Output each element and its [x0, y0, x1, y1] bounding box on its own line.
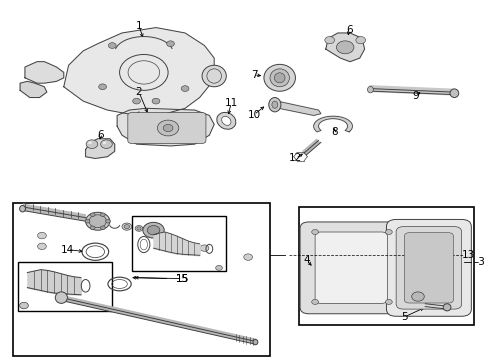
- Text: 15: 15: [176, 274, 189, 284]
- Ellipse shape: [20, 206, 25, 212]
- Circle shape: [89, 215, 106, 228]
- Bar: [18, 262, 112, 311]
- Text: 6: 6: [97, 130, 103, 140]
- Circle shape: [122, 223, 131, 230]
- Circle shape: [311, 300, 318, 305]
- Bar: [131, 216, 226, 271]
- Text: 9: 9: [411, 91, 418, 101]
- Circle shape: [102, 141, 106, 144]
- Text: 13: 13: [461, 250, 474, 260]
- Circle shape: [166, 41, 174, 46]
- Circle shape: [38, 232, 46, 239]
- Ellipse shape: [252, 339, 257, 345]
- Circle shape: [385, 229, 391, 234]
- Circle shape: [101, 140, 112, 148]
- Circle shape: [142, 222, 164, 238]
- Ellipse shape: [264, 64, 295, 91]
- Circle shape: [132, 98, 140, 104]
- Polygon shape: [25, 62, 63, 83]
- Text: 10: 10: [247, 110, 260, 120]
- Circle shape: [105, 220, 110, 223]
- Ellipse shape: [274, 73, 285, 83]
- Text: 1: 1: [135, 21, 142, 31]
- Circle shape: [385, 300, 391, 305]
- Circle shape: [100, 226, 105, 230]
- Circle shape: [411, 292, 424, 301]
- Circle shape: [336, 41, 353, 54]
- Polygon shape: [20, 81, 47, 98]
- Text: 15: 15: [176, 274, 189, 284]
- Ellipse shape: [367, 86, 372, 93]
- Text: 6: 6: [345, 25, 352, 35]
- Polygon shape: [325, 33, 364, 62]
- FancyBboxPatch shape: [404, 233, 452, 303]
- Circle shape: [124, 225, 129, 229]
- Text: 11: 11: [224, 98, 237, 108]
- Circle shape: [324, 37, 334, 44]
- Text: 2: 2: [135, 87, 142, 97]
- Bar: [299, 207, 473, 325]
- Circle shape: [38, 243, 46, 249]
- Circle shape: [137, 227, 141, 230]
- Ellipse shape: [269, 69, 289, 87]
- Circle shape: [163, 125, 173, 132]
- Circle shape: [86, 140, 98, 148]
- Text: –3: –3: [473, 257, 485, 267]
- Circle shape: [181, 86, 188, 91]
- Circle shape: [135, 226, 142, 231]
- Circle shape: [244, 254, 252, 260]
- FancyBboxPatch shape: [300, 222, 402, 314]
- Text: 14: 14: [61, 244, 74, 255]
- Circle shape: [215, 265, 222, 270]
- Polygon shape: [117, 108, 214, 146]
- Text: 7: 7: [250, 70, 257, 80]
- Circle shape: [157, 120, 179, 136]
- FancyBboxPatch shape: [127, 113, 205, 143]
- Circle shape: [100, 213, 105, 216]
- Circle shape: [85, 212, 110, 230]
- Circle shape: [311, 229, 318, 234]
- Polygon shape: [313, 116, 352, 132]
- Circle shape: [147, 226, 160, 235]
- Text: 15: 15: [176, 274, 189, 284]
- FancyBboxPatch shape: [386, 220, 470, 316]
- Circle shape: [355, 37, 365, 44]
- Circle shape: [90, 213, 95, 216]
- Circle shape: [20, 302, 28, 309]
- Text: 12: 12: [288, 153, 302, 163]
- Ellipse shape: [221, 116, 230, 125]
- Ellipse shape: [268, 98, 280, 112]
- Ellipse shape: [442, 304, 450, 311]
- Circle shape: [99, 84, 106, 90]
- Bar: [13, 203, 269, 356]
- Ellipse shape: [271, 101, 277, 108]
- Circle shape: [85, 220, 90, 223]
- Circle shape: [152, 98, 160, 104]
- FancyBboxPatch shape: [395, 226, 461, 309]
- Ellipse shape: [216, 112, 235, 129]
- Ellipse shape: [202, 65, 226, 87]
- Polygon shape: [63, 28, 214, 116]
- FancyBboxPatch shape: [314, 232, 386, 303]
- Text: 5: 5: [400, 312, 407, 322]
- Circle shape: [90, 226, 95, 230]
- Polygon shape: [269, 101, 320, 116]
- Text: 8: 8: [330, 127, 337, 136]
- Polygon shape: [85, 139, 115, 158]
- Ellipse shape: [55, 292, 67, 303]
- Circle shape: [108, 42, 116, 48]
- Circle shape: [200, 245, 208, 251]
- Ellipse shape: [449, 89, 458, 98]
- Text: 4: 4: [303, 255, 309, 265]
- Circle shape: [88, 141, 92, 144]
